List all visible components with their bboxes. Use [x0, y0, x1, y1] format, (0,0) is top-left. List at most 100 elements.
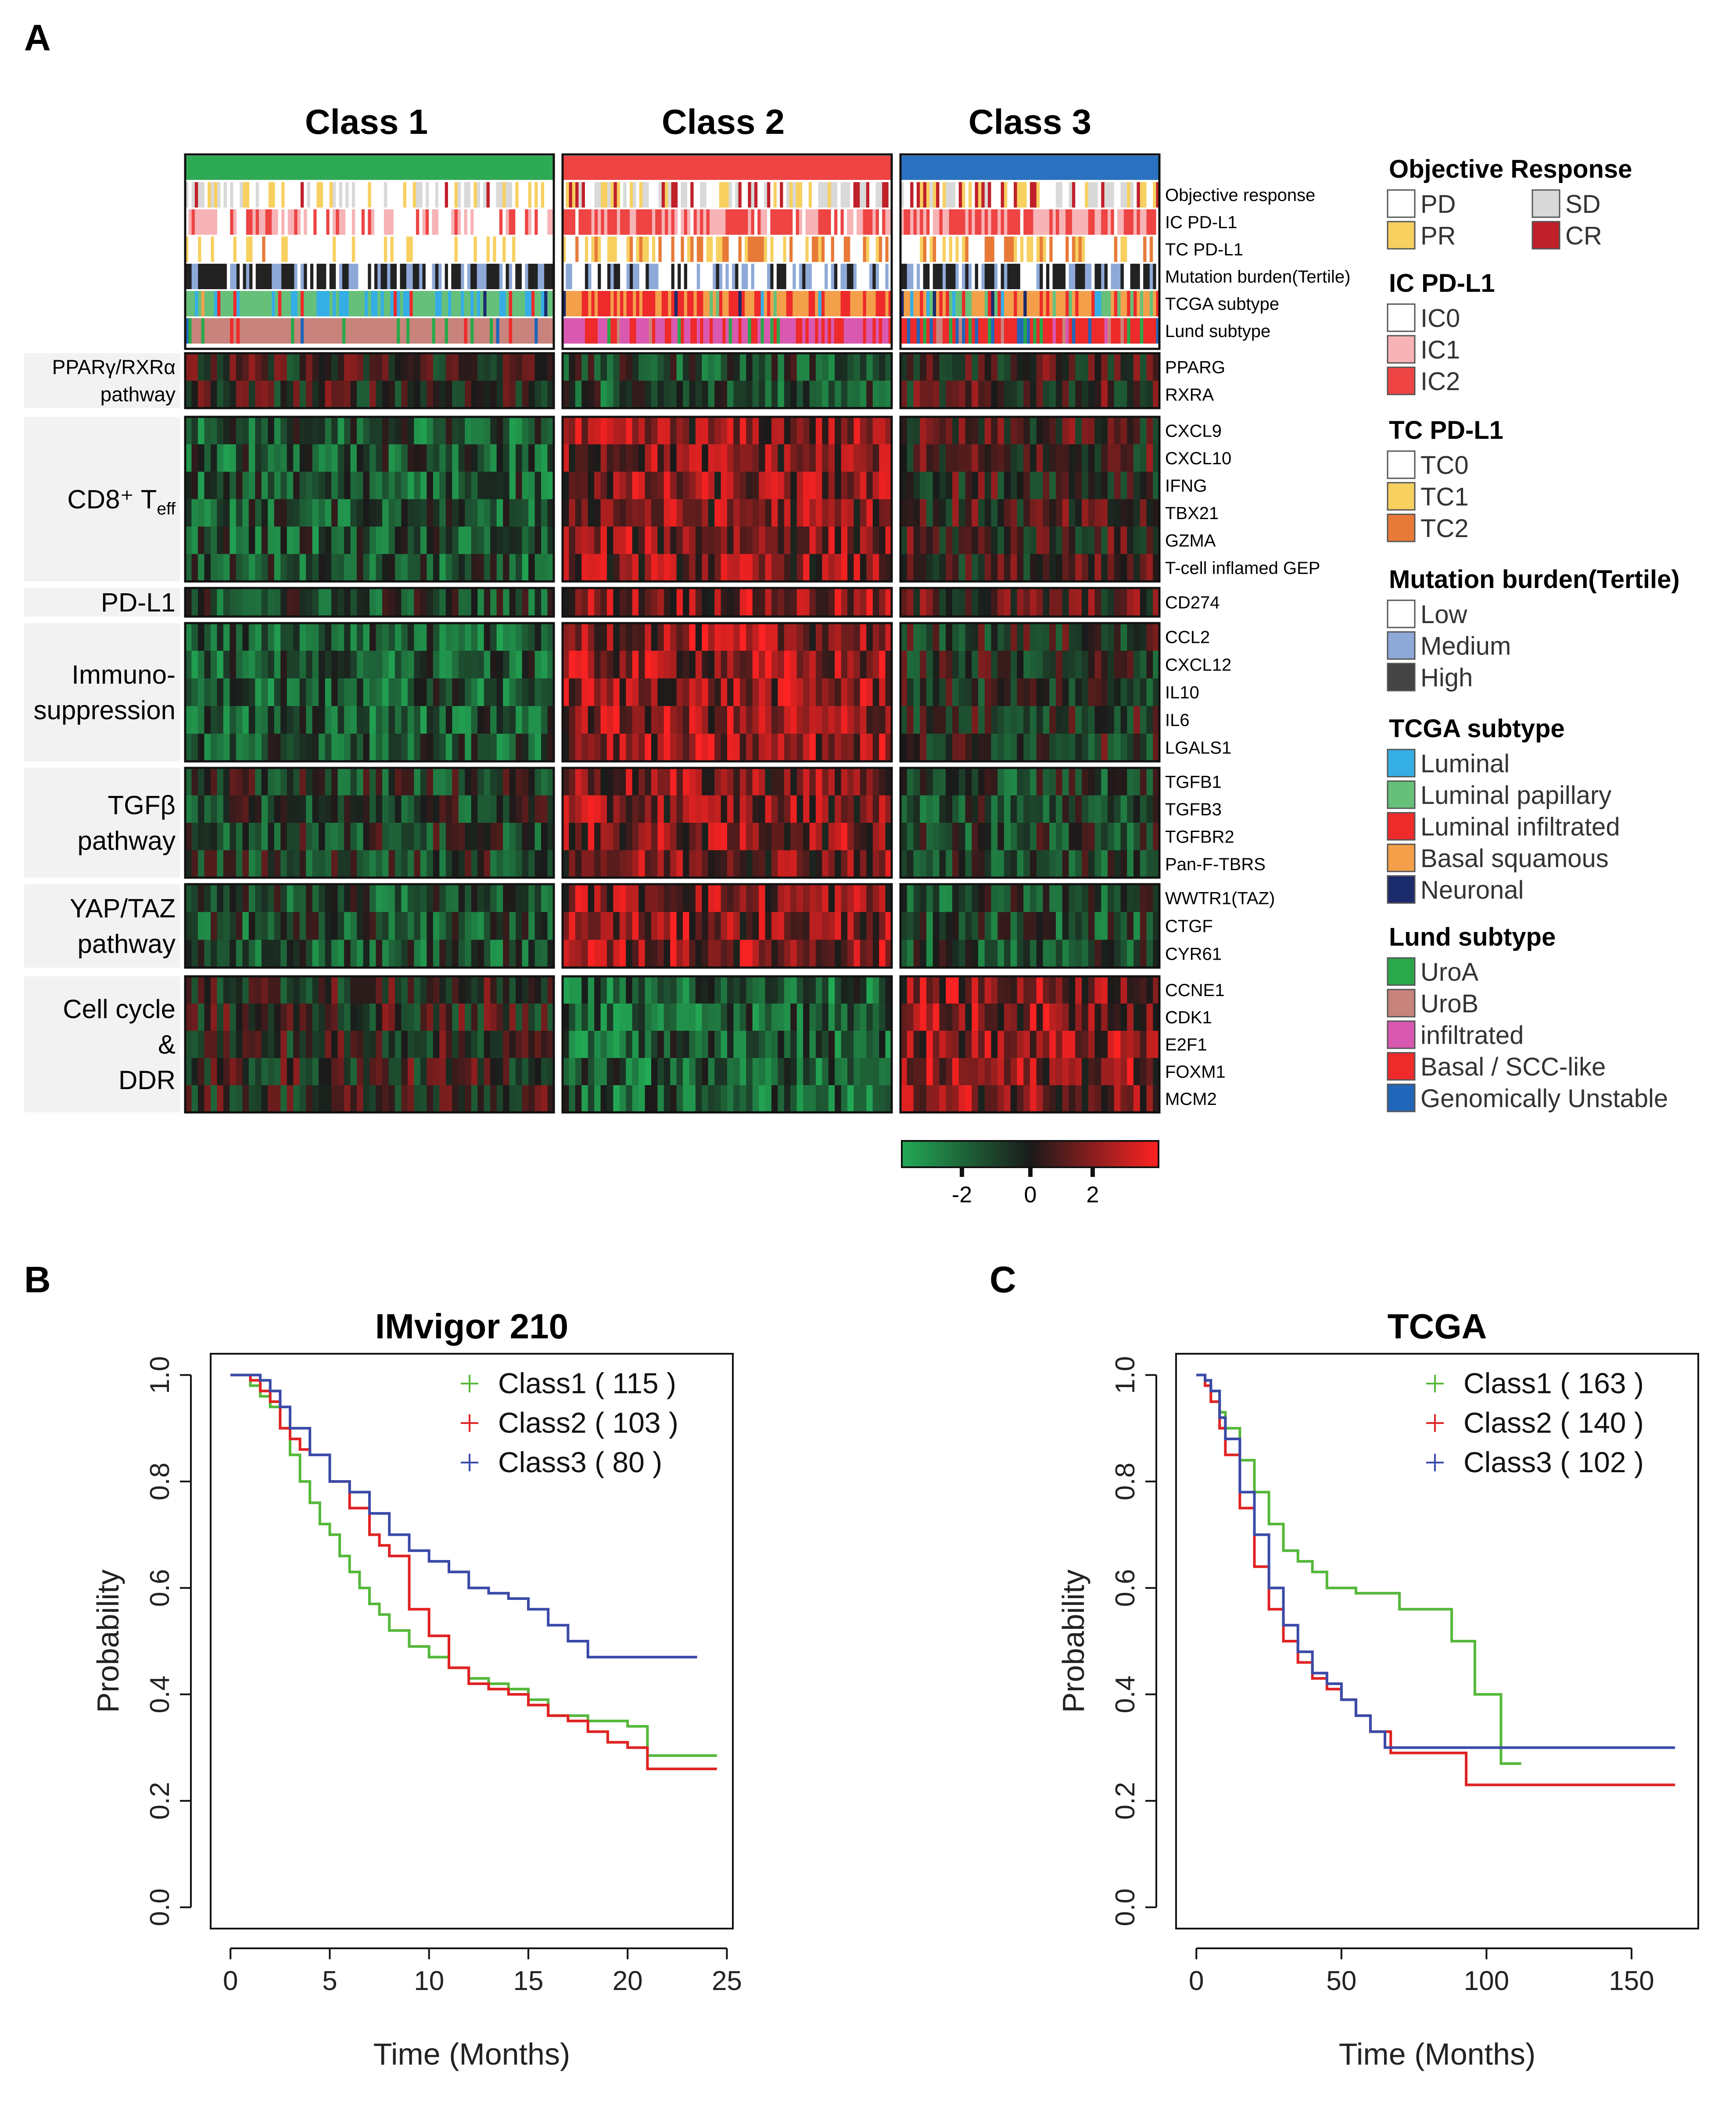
annotation-cell	[240, 237, 244, 262]
annotation-cell	[226, 264, 230, 289]
annotation-cell	[268, 291, 272, 316]
heatmap-cell	[866, 912, 873, 940]
heatmap-cell	[496, 353, 503, 381]
heatmap-cell	[1140, 623, 1147, 651]
heatmap-cell	[575, 623, 582, 651]
annotation-cell	[521, 318, 525, 344]
panel-label-a: A	[24, 17, 51, 58]
annotation-cell	[658, 291, 662, 316]
heatmap-cell	[771, 499, 778, 527]
heatmap-cell	[395, 472, 402, 500]
annotation-cell	[294, 182, 298, 208]
heatmap-cell	[676, 768, 683, 796]
annotation-cell	[926, 209, 930, 235]
heatmap-cell	[350, 353, 357, 381]
heatmap-cell	[822, 588, 829, 617]
heatmap-cell	[477, 678, 484, 706]
heatmap-cell	[248, 527, 255, 555]
heatmap-cell	[803, 623, 810, 651]
annotation-cell	[1111, 182, 1115, 208]
heatmap-cell	[477, 912, 484, 940]
heatmap-cell	[503, 706, 510, 734]
annotation-cell	[236, 318, 240, 344]
annotation-cell	[438, 318, 442, 344]
annotation-cell	[610, 182, 614, 208]
heatmap-cell	[1069, 554, 1076, 582]
heatmap-cell	[815, 884, 822, 912]
annotation-cell	[457, 291, 461, 316]
heatmap-cell	[427, 706, 434, 734]
heatmap-cell	[619, 353, 626, 381]
annotation-cell	[499, 318, 503, 344]
heatmap-cell	[274, 706, 281, 734]
heatmap-cell	[1127, 651, 1134, 679]
heatmap-cell	[1153, 353, 1160, 381]
annotation-row-label: TCGA subtype	[1165, 294, 1279, 314]
annotation-cell	[323, 209, 326, 235]
annotation-cell	[1088, 264, 1092, 289]
annotation-cell	[310, 237, 314, 262]
annotation-cell	[380, 182, 384, 208]
heatmap-cell	[185, 554, 192, 582]
annotation-cell	[913, 237, 917, 262]
heatmap-cell	[796, 651, 803, 679]
heatmap-cell	[885, 884, 892, 912]
heatmap-cell	[325, 588, 332, 617]
heatmap-cell	[363, 554, 370, 582]
annotation-cell	[888, 264, 892, 289]
annotation-cell	[825, 318, 828, 344]
heatmap-cell	[1114, 768, 1121, 796]
annotation-cell	[1088, 209, 1092, 235]
annotation-cell	[544, 237, 548, 262]
heatmap-cell	[248, 499, 255, 527]
heatmap-cell	[933, 706, 940, 734]
heatmap-cell	[1062, 353, 1069, 381]
annotation-cell	[728, 182, 732, 208]
heatmap-cell	[1082, 912, 1089, 940]
annotation-cell	[926, 237, 930, 262]
heatmap-cell	[312, 912, 319, 940]
annotation-cell	[738, 237, 742, 262]
heatmap-cell	[204, 417, 211, 445]
annotation-cell	[847, 318, 850, 344]
annotation-cell	[1088, 318, 1092, 344]
annotation-cell	[541, 291, 545, 316]
heatmap-cell	[268, 527, 275, 555]
heatmap-cell	[907, 353, 914, 381]
annotation-cell	[738, 182, 742, 208]
heatmap-cell	[433, 527, 440, 555]
heatmap-cell	[778, 706, 785, 734]
heatmap-cell	[319, 651, 326, 679]
annotation-cell	[278, 182, 282, 208]
heatmap-cell	[588, 884, 595, 912]
annotation-cell	[262, 182, 266, 208]
heatmap-cell	[997, 353, 1004, 381]
annotation-cell	[773, 209, 777, 235]
heatmap-cell	[746, 417, 753, 445]
heatmap-cell	[879, 380, 886, 409]
annotation-cell	[706, 237, 710, 262]
heatmap-cell	[1062, 444, 1069, 472]
annotation-cell	[377, 209, 381, 235]
heatmap-cell	[306, 472, 313, 500]
heatmap-cell	[1088, 768, 1095, 796]
heatmap-cell	[626, 353, 633, 381]
heatmap-cell	[600, 768, 607, 796]
heatmap-cell	[746, 939, 753, 968]
annotation-cell	[313, 318, 317, 344]
heatmap-cell	[337, 795, 344, 823]
heatmap-cell	[1120, 734, 1127, 762]
heatmap-cell	[490, 912, 497, 940]
heatmap-cell	[1023, 795, 1030, 823]
heatmap-cell	[835, 884, 842, 912]
annotation-cell	[780, 209, 784, 235]
annotation-cell	[828, 237, 832, 262]
heatmap-cell	[433, 795, 440, 823]
annotation-cell	[432, 264, 436, 289]
heatmap-cell	[600, 884, 607, 912]
heatmap-cell	[1127, 527, 1134, 555]
heatmap-cell	[978, 417, 985, 445]
heatmap-cell	[350, 554, 357, 582]
heatmap-cell	[407, 734, 414, 762]
heatmap-cell	[293, 588, 300, 617]
